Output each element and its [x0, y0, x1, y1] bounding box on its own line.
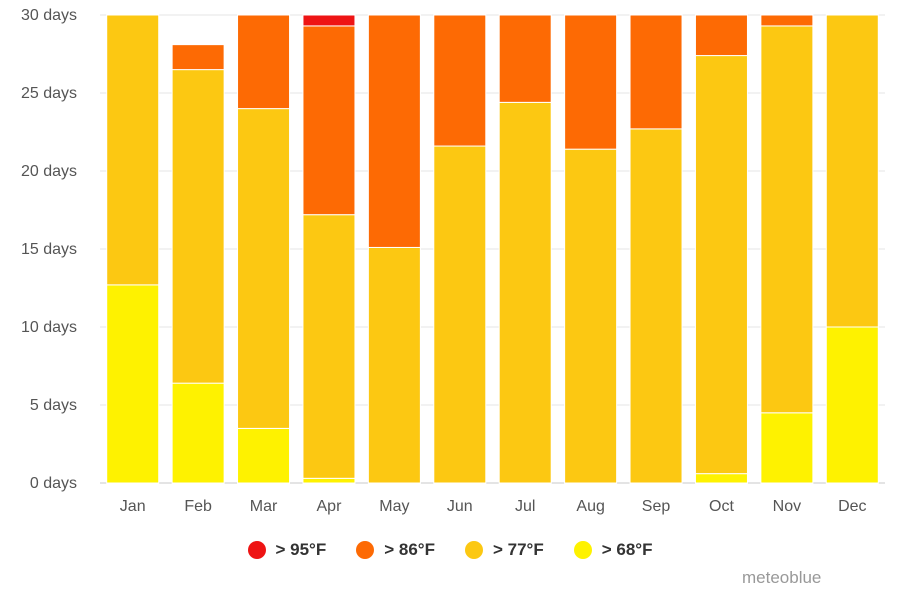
x-tick-label: Feb [184, 498, 212, 515]
y-tick-label: 5 days [30, 397, 77, 414]
bar-segment[interactable] [825, 14, 879, 328]
bar-segment[interactable] [106, 284, 160, 484]
bars [106, 14, 879, 484]
x-tick-label: Nov [773, 498, 801, 515]
y-tick-label: 10 days [21, 319, 77, 336]
y-tick-label: 20 days [21, 163, 77, 180]
bar-segment[interactable] [629, 14, 683, 130]
legend-item-95f[interactable]: > 95°F [247, 540, 327, 560]
legend-label-86f: > 86°F [384, 540, 435, 559]
legend-swatch-86f [356, 541, 375, 559]
credit-text[interactable]: meteoblue [742, 568, 822, 587]
x-tick-label: Apr [317, 498, 343, 515]
y-tick-label: 0 days [30, 475, 77, 492]
x-tick-label: Dec [838, 498, 866, 515]
bar-segment[interactable] [498, 101, 552, 484]
bar-segment[interactable] [302, 25, 356, 216]
bar-segment[interactable] [564, 148, 618, 484]
gridlines [100, 14, 885, 484]
legend-swatch-95f [247, 541, 266, 559]
y-tick-label: 30 days [21, 7, 77, 24]
bar-segment[interactable] [302, 214, 356, 479]
x-axis: Jan Feb Mar Apr May Jun Jul Aug Sep Oct Nov Dec [120, 498, 867, 515]
x-tick-label: Aug [576, 498, 604, 515]
legend-label-77f: > 77°F [493, 540, 544, 559]
bar-segment[interactable] [694, 55, 748, 475]
x-tick-label: Jan [120, 498, 146, 515]
bar-segment[interactable] [629, 128, 683, 484]
legend-label-95f: > 95°F [275, 540, 327, 559]
legend: > 95°F > 86°F > 77°F > 68°F [0, 540, 900, 560]
bar-segment[interactable] [302, 477, 356, 484]
bar-segment[interactable] [171, 382, 225, 484]
bar-segment[interactable] [237, 427, 291, 484]
bar-segment[interactable] [760, 14, 814, 27]
y-axis: 0 days 5 days 10 days 15 days 20 days 25 days… [21, 7, 77, 492]
bar-segment[interactable] [171, 69, 225, 384]
bar-segment[interactable] [760, 412, 814, 484]
bar-segment[interactable] [106, 14, 160, 286]
stacked-bar-chart: 0 days 5 days 10 days 15 days 20 days 25 days… [21, 7, 885, 515]
bar-segment[interactable] [367, 14, 421, 248]
bar-segment[interactable] [367, 246, 421, 484]
x-tick-label: Oct [709, 498, 734, 515]
bar-segment[interactable] [694, 473, 748, 484]
x-tick-label: Mar [250, 498, 278, 515]
bar-segment[interactable] [498, 14, 552, 103]
x-tick-label: Sep [642, 498, 671, 515]
legend-swatch-77f [465, 541, 483, 559]
y-tick-label: 15 days [21, 241, 77, 258]
bar-segment[interactable] [171, 44, 225, 71]
bar-segment[interactable] [694, 14, 748, 57]
bar-segment[interactable] [825, 326, 879, 484]
bar-segment[interactable] [433, 145, 487, 484]
x-tick-label: May [379, 498, 409, 515]
bar-segment[interactable] [760, 25, 814, 414]
legend-swatch-68f [573, 541, 592, 559]
legend-item-68f[interactable]: > 68°F [573, 540, 653, 560]
bar-segment[interactable] [564, 14, 618, 150]
legend-label-68f: > 68°F [601, 540, 653, 559]
x-tick-label: Jul [515, 498, 535, 515]
bar-segment[interactable] [237, 108, 291, 429]
y-tick-label: 25 days [21, 85, 77, 102]
bar-segment[interactable] [237, 14, 291, 110]
bar-segment[interactable] [433, 14, 487, 147]
bar-segment[interactable] [302, 14, 356, 27]
legend-item-77f[interactable]: > 77°F [465, 540, 544, 560]
x-tick-label: Jun [447, 498, 473, 515]
legend-item-86f[interactable]: > 86°F [356, 540, 435, 560]
